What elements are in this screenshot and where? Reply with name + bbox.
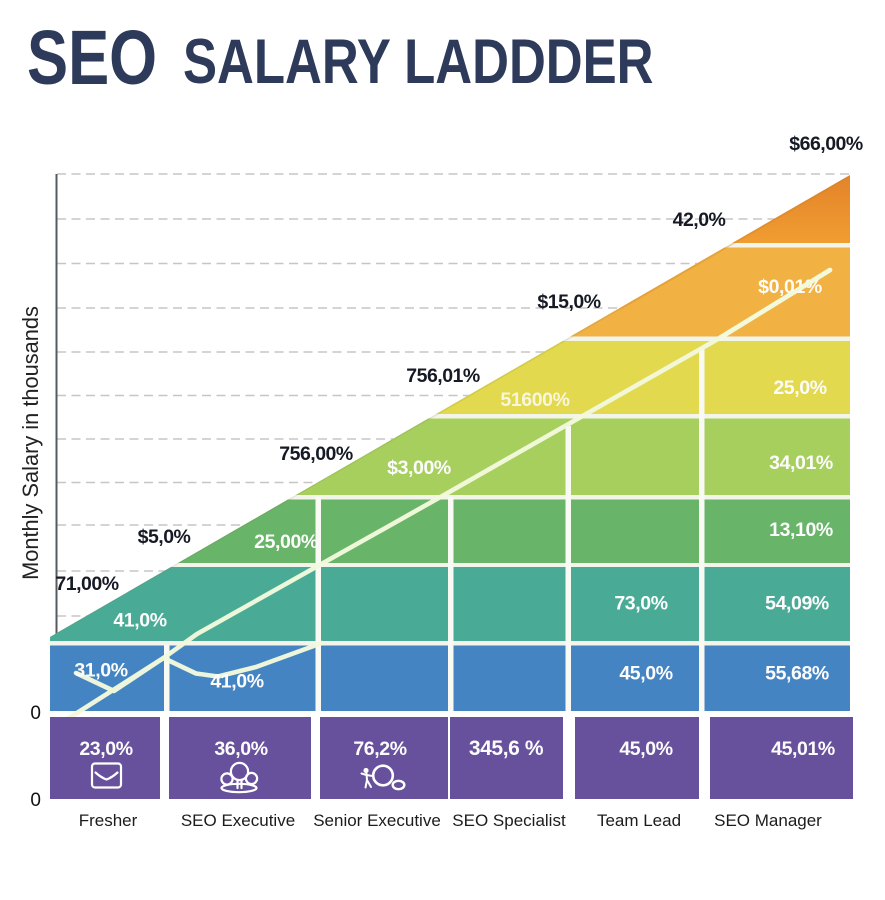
svg-text:41,0%: 41,0%: [113, 610, 166, 632]
svg-text:SEO Executive: SEO Executive: [181, 811, 295, 830]
svg-text:SEO: SEO: [27, 14, 157, 100]
svg-text:SALARY LADDDER: SALARY LADDDER: [183, 27, 654, 97]
svg-text:Fresher: Fresher: [79, 811, 138, 830]
svg-text:45,0%: 45,0%: [619, 663, 672, 685]
svg-text:36,0%: 36,0%: [214, 738, 267, 760]
svg-text:$0,01%: $0,01%: [758, 276, 822, 298]
svg-text:45,0%: 45,0%: [619, 738, 672, 760]
svg-text:42,0%: 42,0%: [673, 209, 726, 231]
svg-text:55,68%: 55,68%: [765, 663, 829, 685]
svg-text:41,0%: 41,0%: [210, 671, 263, 693]
svg-text:$15,0%: $15,0%: [537, 291, 600, 313]
svg-text:756,01%: 756,01%: [406, 365, 480, 387]
svg-text:$5,0%: $5,0%: [138, 526, 191, 548]
svg-text:71,00%: 71,00%: [55, 573, 118, 595]
svg-text:73,0%: 73,0%: [614, 593, 667, 615]
svg-text:Senior Executive: Senior Executive: [313, 811, 441, 830]
svg-text:23,0%: 23,0%: [79, 738, 132, 760]
svg-text:34,01%: 34,01%: [769, 452, 833, 474]
svg-text:13,10%: 13,10%: [769, 519, 833, 541]
svg-text:$3,00%: $3,00%: [387, 457, 451, 479]
svg-text:0: 0: [30, 703, 41, 724]
svg-text:SEO Manager: SEO Manager: [714, 811, 822, 830]
svg-text:SEO Specialist: SEO Specialist: [452, 811, 566, 830]
svg-text:Team Lead: Team Lead: [597, 811, 681, 830]
svg-text:25,00%: 25,00%: [254, 531, 318, 553]
svg-text:756,00%: 756,00%: [279, 443, 353, 465]
svg-text:0: 0: [30, 790, 41, 811]
svg-text:51600%: 51600%: [500, 389, 569, 411]
svg-text:76,2%: 76,2%: [353, 738, 406, 760]
svg-text:25,0%: 25,0%: [773, 377, 826, 399]
svg-text:54,09%: 54,09%: [765, 593, 829, 615]
svg-text:Monthly Salary in thousands: Monthly Salary in thousands: [18, 306, 43, 580]
svg-text:45,01%: 45,01%: [771, 738, 835, 760]
svg-text:$66,00%: $66,00%: [789, 133, 863, 155]
svg-text:31,0%: 31,0%: [74, 660, 127, 682]
svg-text:345,6 %: 345,6 %: [469, 737, 544, 760]
